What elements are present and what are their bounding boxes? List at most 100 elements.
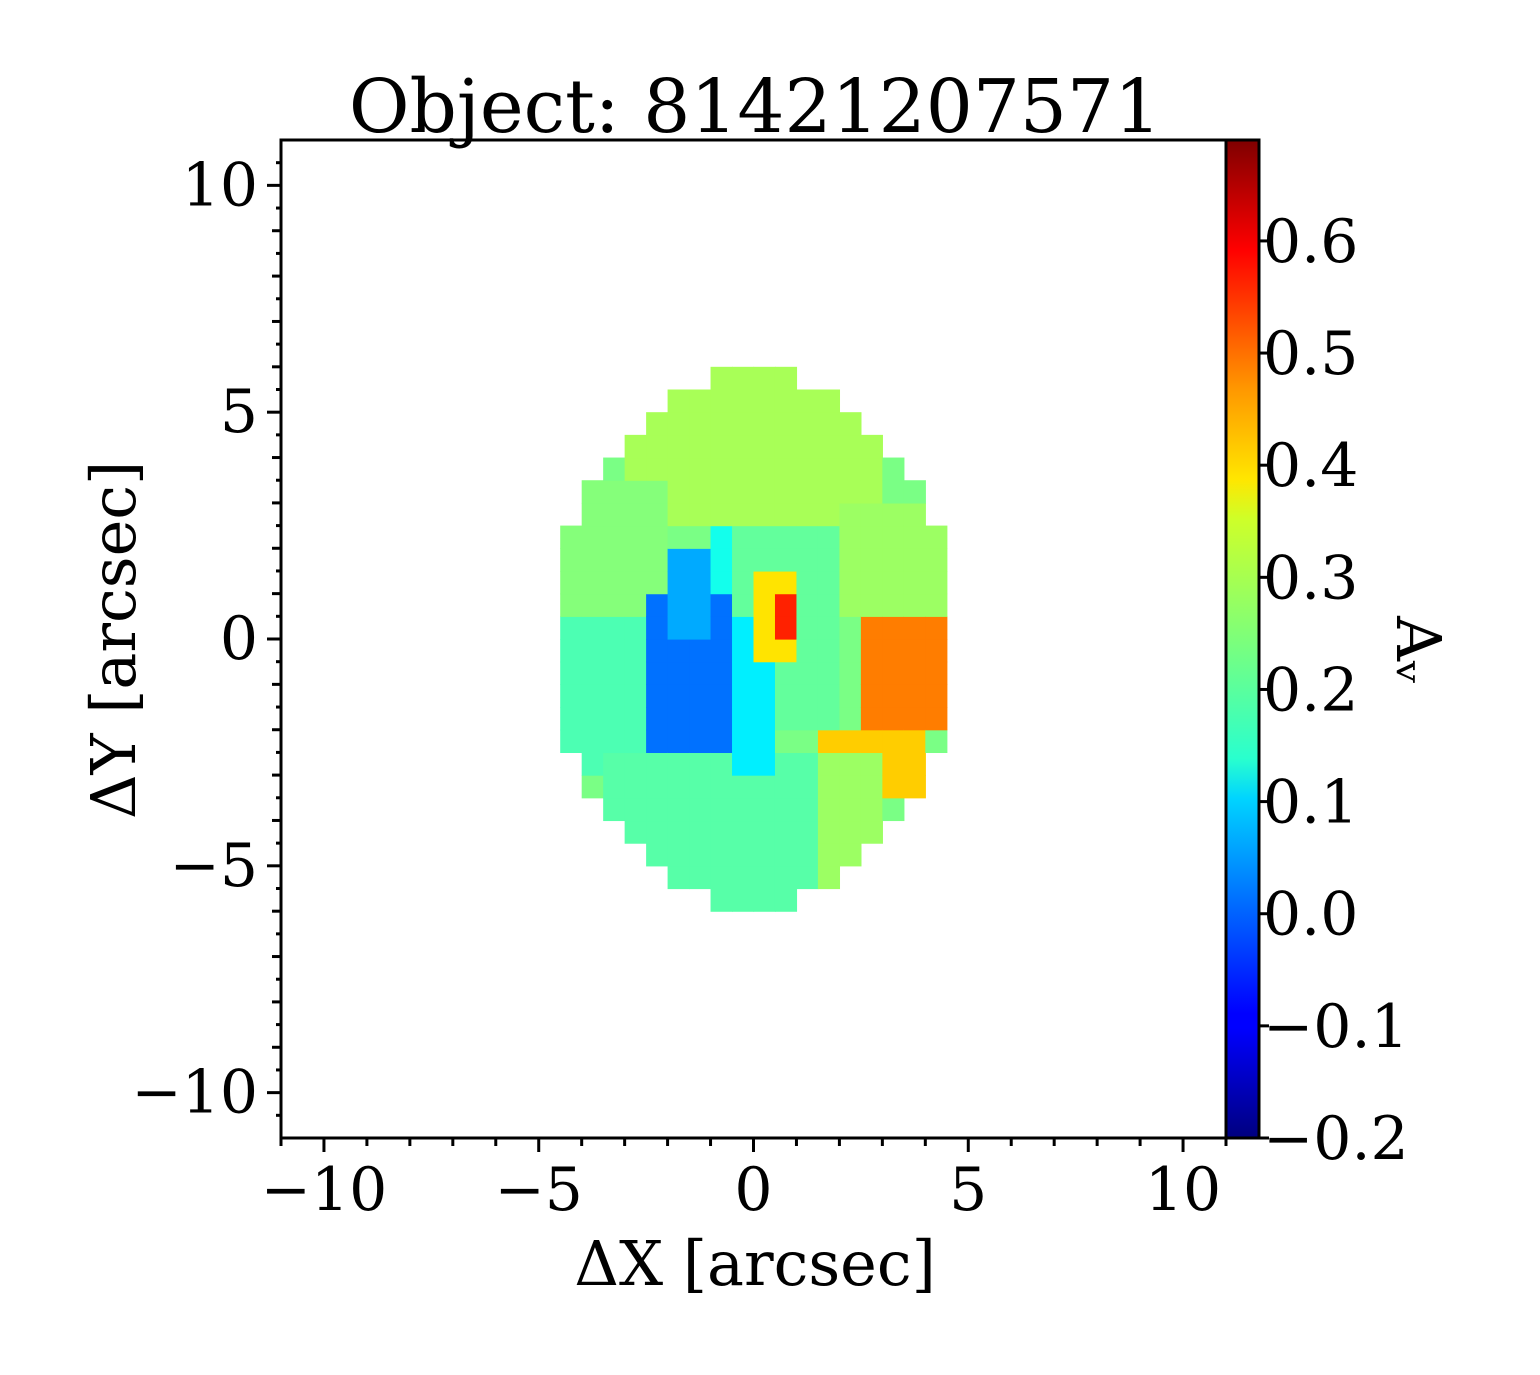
heatmap-cell [624,548,647,572]
heatmap-cell [624,820,647,844]
heatmap-cell [860,480,883,504]
heatmap-cell [796,684,819,708]
heatmap-cell [753,457,776,481]
heatmap-cell [903,525,926,549]
heatmap-cell [753,548,776,572]
heatmap-cell [624,616,647,640]
heatmap-cell [603,752,626,776]
heatmap-cell [882,684,905,708]
heatmap-cell [646,412,669,436]
heatmap-cell [753,684,776,708]
heatmap-cell [882,775,905,799]
heatmap-cell [882,616,905,640]
heatmap-cell [560,707,583,731]
heatmap-cell [839,797,862,822]
x-tick-label: −10 [261,1155,388,1225]
heatmap-cell [882,525,905,549]
heatmap-cell [882,502,905,527]
heatmap-cell [903,684,926,708]
heatmap-cell [839,412,862,436]
heatmap-cell [774,888,798,912]
heatmap-cell [817,457,841,481]
heatmap-cell [903,729,926,754]
heatmap-cell [860,570,883,595]
heatmap-cell [753,366,776,391]
heatmap-cell [667,434,690,459]
heatmap-cell [710,639,733,663]
heatmap-cell [882,480,905,504]
heatmap-cell [560,593,583,617]
heatmap-cell [860,548,883,572]
heatmap-cell [603,457,626,481]
colorbar-tick-label: 0.3 [1263,543,1358,613]
heatmap-cell [839,639,862,663]
heatmap-cell [774,457,798,481]
heatmap-cell [903,616,926,640]
heatmap-cell [753,502,776,527]
heatmap-cell [903,661,926,685]
heatmap-cell [689,434,712,459]
heatmap-cell [646,752,669,776]
heatmap-cell [817,616,841,640]
heatmap-cell [624,752,647,776]
heatmap-cell [817,820,841,844]
heatmap-cell [839,843,862,867]
heatmap-cell [774,389,798,413]
heatmap-cell [732,593,755,617]
heatmap-cell [710,616,733,640]
heatmap-cell [581,548,604,572]
heatmap-cell [710,525,733,549]
heatmap-cell [710,888,733,912]
heatmap-cell [581,525,604,549]
heatmap-cell [882,707,905,731]
heatmap-cell [817,389,841,413]
heatmap-cell [882,457,905,481]
heatmap-cell [732,752,755,776]
heatmap-cell [732,457,755,481]
heatmap-cell [624,502,647,527]
heatmap-cell [925,729,948,754]
heatmap-cell [817,480,841,504]
heatmap-cell [581,639,604,663]
heatmap-cell [860,639,883,663]
heatmap-cell [624,639,647,663]
heatmap-cell [603,775,626,799]
heatmap-cell [753,775,776,799]
heatmap-cell [732,480,755,504]
heatmap-cell [667,775,690,799]
heatmap-cell [560,548,583,572]
heatmap-cell [646,457,669,481]
heatmap-cell [796,820,819,844]
colorbar-tick-label: 0.1 [1263,768,1358,838]
heatmap-cell [667,548,690,572]
heatmap-cell [817,865,841,890]
heatmap-cell [817,661,841,685]
heatmap-cell [732,888,755,912]
heatmap-cell [774,684,798,708]
heatmap-cell [667,457,690,481]
heatmap-cell [710,707,733,731]
heatmap-cell [581,684,604,708]
heatmap-cell [646,639,669,663]
heatmap-cell [753,616,776,640]
heatmap-cell [903,502,926,527]
heatmap-cell [689,570,712,595]
heatmap-cell [646,480,669,504]
heatmap-cell [925,570,948,595]
heatmap-cell [925,684,948,708]
heatmap-cell [796,548,819,572]
heatmap-cell [860,593,883,617]
heatmap-cell [689,843,712,867]
heatmap-cell [732,865,755,890]
heatmap-cell [689,707,712,731]
heatmap-cell [753,661,776,685]
heatmap-cell [774,661,798,685]
y-tick-label: −5 [170,831,258,901]
heatmap-cell [796,865,819,890]
heatmap-cell [817,843,841,867]
heatmap-cell [560,616,583,640]
y-tick-label: −10 [131,1058,258,1128]
heatmap-cell [689,775,712,799]
heatmap-cell [667,797,690,822]
heatmap-cell [667,525,690,549]
